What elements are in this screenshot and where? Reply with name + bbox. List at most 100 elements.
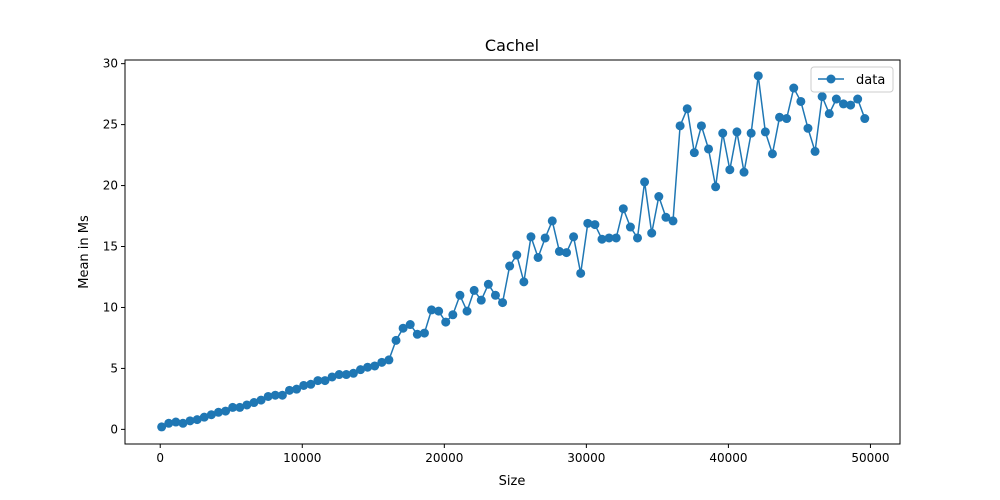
- data-point: [405, 320, 415, 330]
- data-point: [377, 357, 387, 367]
- data-point: [512, 250, 522, 260]
- data-point: [320, 376, 330, 386]
- x-tick-label: 30000: [567, 451, 605, 465]
- data-point: [419, 328, 429, 338]
- data-point: [363, 362, 373, 372]
- y-tick-label: 20: [103, 179, 118, 193]
- x-tick-label: 10000: [283, 451, 321, 465]
- x-tick-label: 50000: [851, 451, 889, 465]
- data-point: [441, 317, 451, 327]
- data-point: [498, 298, 508, 308]
- data-point: [590, 220, 600, 230]
- data-point: [625, 222, 635, 232]
- legend-marker-swatch: [826, 74, 836, 84]
- data-point: [533, 252, 543, 262]
- data-point: [164, 418, 174, 428]
- data-point: [561, 248, 571, 258]
- data-point: [483, 279, 493, 289]
- data-point: [427, 305, 437, 315]
- x-tick-label: 40000: [709, 451, 747, 465]
- data-point: [221, 406, 231, 416]
- data-point: [299, 380, 309, 390]
- y-tick-label: 15: [103, 240, 118, 254]
- data-point: [341, 370, 351, 380]
- data-point: [633, 233, 642, 243]
- data-point: [604, 233, 614, 243]
- y-axis: 0 5 10 15 20 25 30: [103, 57, 125, 436]
- data-point: [185, 416, 195, 426]
- data-point: [661, 212, 671, 222]
- data-point: [277, 390, 287, 400]
- data-point: [256, 395, 266, 405]
- data-point: [434, 306, 444, 316]
- data-point: [860, 114, 870, 124]
- plot-area: [157, 71, 870, 432]
- legend: data: [810, 66, 894, 93]
- data-point: [782, 114, 792, 124]
- data-point: [505, 261, 515, 271]
- data-point: [526, 232, 536, 242]
- x-tick-label: 20000: [425, 451, 463, 465]
- x-axis: 0 10000 20000 30000 40000 50000: [156, 444, 890, 465]
- data-point: [611, 233, 621, 243]
- legend-box: [810, 66, 894, 93]
- data-point: [810, 146, 820, 156]
- data-point: [732, 127, 742, 137]
- data-point: [178, 418, 188, 428]
- data-point: [760, 127, 770, 137]
- data-point: [853, 94, 863, 104]
- data-point: [235, 402, 245, 412]
- x-tick-label: 0: [156, 451, 164, 465]
- data-point: [725, 165, 735, 175]
- data-point: [192, 415, 202, 425]
- plot-frame: [124, 59, 901, 445]
- data-point: [682, 104, 692, 114]
- data-point: [327, 372, 337, 382]
- data-point: [597, 234, 607, 244]
- data-point: [775, 112, 785, 122]
- data-point: [448, 310, 458, 320]
- data-point: [348, 368, 358, 378]
- data-point: [284, 385, 294, 395]
- data-point: [356, 365, 366, 375]
- data-point: [704, 144, 714, 154]
- data-point: [370, 361, 380, 371]
- data-point: [213, 407, 223, 417]
- data-point: [398, 323, 408, 333]
- data-point: [462, 306, 472, 316]
- data-point: [576, 268, 586, 278]
- data-point: [789, 83, 799, 93]
- data-point: [199, 412, 209, 422]
- data-point: [469, 285, 479, 295]
- data-point: [618, 204, 628, 214]
- data-point: [718, 128, 728, 138]
- data-point: [547, 216, 557, 226]
- data-point: [753, 71, 763, 81]
- data-point: [838, 99, 848, 109]
- y-tick-label: 5: [110, 361, 118, 375]
- data-point: [803, 123, 813, 133]
- y-axis-label: Mean in Ms: [77, 215, 92, 289]
- data-point: [171, 417, 181, 427]
- data-point: [817, 92, 827, 102]
- y-tick-label: 25: [103, 118, 118, 132]
- data-point: [554, 246, 564, 256]
- data-point: [334, 370, 344, 380]
- y-tick-label: 10: [103, 300, 118, 314]
- data-point: [228, 402, 238, 412]
- data-point: [412, 329, 422, 339]
- data-point: [263, 391, 273, 401]
- data-point: [675, 121, 685, 131]
- data-point: [739, 167, 749, 177]
- data-point: [242, 400, 252, 410]
- data-point: [270, 390, 280, 400]
- data-point: [689, 148, 699, 158]
- data-point: [249, 398, 259, 408]
- data-point: [583, 218, 593, 228]
- data-point: [824, 109, 834, 119]
- data-point: [313, 376, 323, 386]
- y-tick-label: 30: [103, 57, 118, 71]
- data-point: [540, 233, 550, 243]
- data-point: [767, 149, 777, 159]
